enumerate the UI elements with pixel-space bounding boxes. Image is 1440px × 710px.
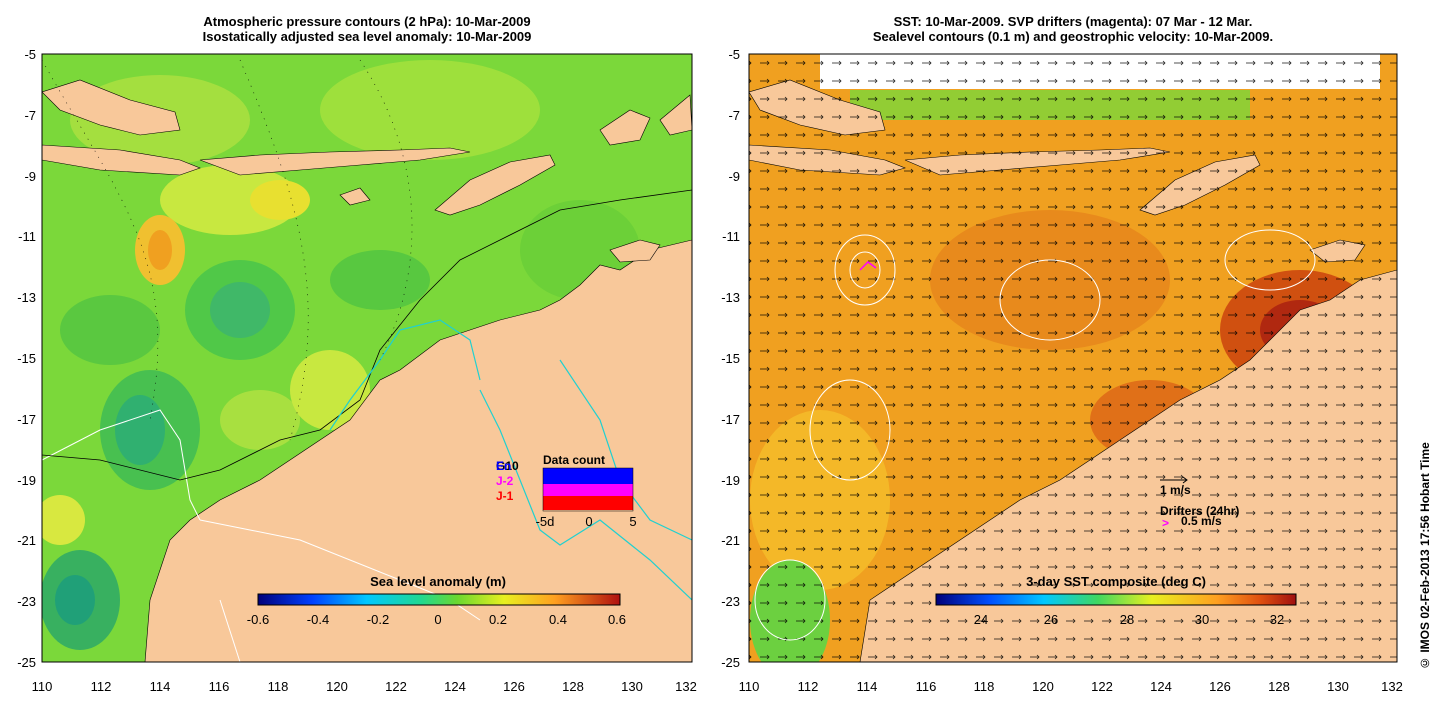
right-x-tick: 128 (1268, 679, 1290, 694)
sla-colorbar-tick: -0.6 (247, 612, 269, 627)
sst-colorbar-tick: 28 (1120, 612, 1134, 627)
sla-colorbar-tick: 0.6 (608, 612, 626, 627)
left-x-tick: 118 (268, 679, 289, 694)
drifters-label: Drifters (24hr) (1160, 504, 1239, 518)
legend-en: En (496, 459, 511, 473)
left-y-ticks: -5 -7 -9 -11 -13 -15 -17 -19 -21 -23 -25 (17, 47, 36, 670)
sla-map: 110 112 114 116 118 120 122 124 126 128 … (17, 47, 697, 694)
right-y-tick: -13 (721, 290, 740, 305)
right-x-tick: 124 (1150, 679, 1172, 694)
velocity-scale-label: 1 m/s (1160, 483, 1191, 497)
sla-colorbar-tick: 0.4 (549, 612, 567, 627)
credit-text: © IMOS 02-Feb-2013 17:56 Hobart Time (1418, 442, 1432, 670)
sla-colorbar (257, 593, 621, 606)
right-x-ticks: 110 112 114 116 118 120 122 124 126 128 … (739, 679, 1403, 694)
left-y-tick: -23 (17, 594, 36, 609)
right-x-tick: 126 (1209, 679, 1231, 694)
left-y-tick: -7 (24, 108, 36, 123)
drifters-speed: 0.5 m/s (1181, 514, 1222, 528)
data-count-bars (542, 467, 634, 512)
right-y-tick: -25 (721, 655, 740, 670)
left-x-tick: 114 (150, 679, 171, 694)
left-x-tick: 132 (675, 679, 697, 694)
left-x-ticks: 110 112 114 116 118 120 122 124 126 128 … (32, 679, 697, 694)
left-y-tick: -11 (18, 229, 36, 244)
sla-colorbar-tick: 0 (434, 612, 441, 627)
left-title-line1: Atmospheric pressure contours (2 hPa): 1… (203, 14, 531, 29)
sst-colorbar-ticks: 24 26 28 30 32 (974, 612, 1284, 627)
left-x-tick: 130 (621, 679, 643, 694)
right-x-tick: 112 (798, 679, 819, 694)
right-x-tick: 116 (916, 679, 937, 694)
left-y-tick: -17 (17, 412, 36, 427)
sst-map: 110 112 114 116 118 120 122 124 126 128 … (721, 47, 1403, 694)
right-title-line1: SST: 10-Mar-2009. SVP drifters (magenta)… (893, 14, 1253, 29)
right-y-tick: -17 (721, 412, 740, 427)
right-y-ticks: -5 -7 -9 -11 -13 -15 -17 -19 -21 -23 -25 (721, 47, 740, 670)
sla-colorbar-title: Sea level anomaly (m) (370, 574, 506, 589)
left-y-tick: -21 (17, 533, 36, 548)
left-y-tick: -15 (17, 351, 36, 366)
left-x-tick: 116 (209, 679, 230, 694)
data-count-xtick: 5 (629, 514, 636, 529)
left-y-tick: -25 (17, 655, 36, 670)
sla-colorbar-tick: 0.2 (489, 612, 507, 627)
data-count-title: Data count (543, 453, 605, 467)
right-y-tick: -15 (721, 351, 740, 366)
right-x-tick: 118 (974, 679, 995, 694)
legend-j2: J-2 (496, 474, 514, 488)
left-y-tick: -5 (24, 47, 36, 62)
data-count-xtick: -5d (536, 514, 555, 529)
right-x-tick: 122 (1091, 679, 1113, 694)
left-x-tick: 120 (326, 679, 348, 694)
right-x-tick: 132 (1381, 679, 1403, 694)
right-y-tick: -19 (721, 473, 740, 488)
left-y-tick: -13 (17, 290, 36, 305)
data-count-inset: Data count G10 En J-2 J-1 -5d 0 5 (496, 453, 637, 529)
sla-colorbar-tick: -0.4 (307, 612, 329, 627)
sst-colorbar (935, 593, 1297, 606)
right-y-tick: -23 (721, 594, 740, 609)
left-x-tick: 128 (562, 679, 584, 694)
left-y-tick: -9 (24, 169, 36, 184)
right-x-tick: 110 (739, 679, 760, 694)
right-title: SST: 10-Mar-2009. SVP drifters (magenta)… (749, 14, 1397, 44)
sla-colorbar-ticks: -0.6 -0.4 -0.2 0 0.2 0.4 0.6 (247, 612, 626, 627)
left-x-tick: 124 (444, 679, 466, 694)
legend-j1: J-1 (496, 489, 514, 503)
sst-colorbar-tick: 24 (974, 612, 988, 627)
right-y-tick: -7 (728, 108, 740, 123)
sst-colorbar-title: 3-day SST composite (deg C) (1026, 574, 1206, 589)
sst-colorbar-tick: 30 (1195, 612, 1209, 627)
left-y-tick: -19 (17, 473, 36, 488)
sla-colorbar-tick: -0.2 (367, 612, 389, 627)
left-x-tick: 112 (91, 679, 112, 694)
right-y-tick: -21 (721, 533, 740, 548)
right-x-tick: 114 (857, 679, 878, 694)
left-x-tick: 126 (503, 679, 525, 694)
right-y-tick: -9 (728, 169, 740, 184)
velocity-scale-arrow (1160, 476, 1188, 484)
right-x-tick: 130 (1327, 679, 1349, 694)
left-x-tick: 110 (32, 679, 53, 694)
drifters-symbol: > (1162, 516, 1169, 530)
left-title: Atmospheric pressure contours (2 hPa): 1… (42, 14, 692, 44)
right-title-line2: Sealevel contours (0.1 m) and geostrophi… (872, 29, 1274, 44)
left-x-tick: 122 (385, 679, 407, 694)
data-count-xticks: -5d 0 5 (536, 514, 637, 529)
sst-colorbar-tick: 26 (1044, 612, 1058, 627)
left-title-line2: Isostatically adjusted sea level anomaly… (202, 29, 532, 44)
data-count-xtick: 0 (585, 514, 592, 529)
right-y-tick: -11 (722, 229, 740, 244)
sst-colorbar-tick: 32 (1270, 612, 1284, 627)
right-x-tick: 120 (1032, 679, 1054, 694)
legend-g10: G10 (496, 459, 519, 473)
right-y-tick: -5 (728, 47, 740, 62)
